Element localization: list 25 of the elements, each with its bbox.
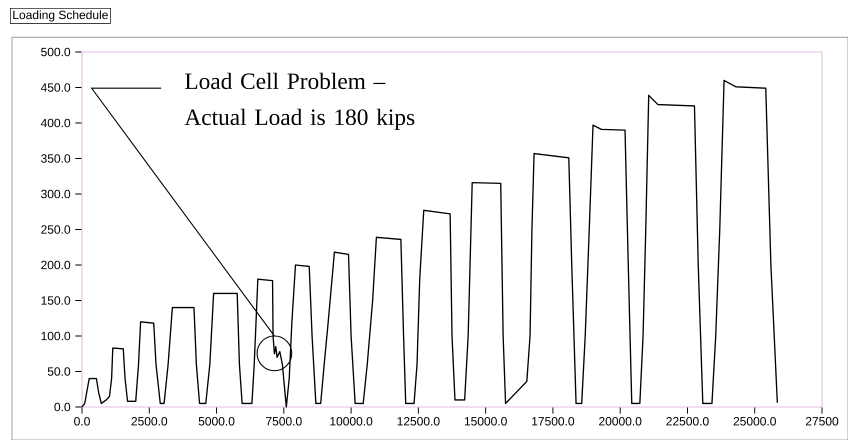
y-tick-label: 350.0 (41, 154, 70, 163)
annotation: Load Cell Problem – Actual Load is 180 kips (184, 72, 414, 130)
x-tick-label: 22500.0 (666, 417, 709, 426)
x-tick-label: 15000.0 (464, 417, 507, 426)
x-tick-label: 2500.0 (132, 417, 168, 426)
y-tick-label: 500.0 (41, 48, 70, 56)
y-tick-label: 250.0 (41, 225, 70, 234)
y-tick-label: 450.0 (40, 83, 70, 92)
x-tick-label: 25000.0 (734, 417, 776, 426)
y-tick-label: 100.0 (42, 332, 70, 340)
y-tick-label: 200.0 (41, 260, 70, 270)
x-tick-label: 27500 (806, 417, 838, 426)
x-tick-label: 12500.0 (398, 417, 440, 426)
y-tick-label: 300.0 (41, 190, 70, 198)
y-tick-label: 0.0 (54, 402, 70, 412)
x-tick-label: 7500.0 (266, 417, 302, 426)
y-tick-label: 50.0 (48, 367, 70, 376)
chart-title: Loading Schedule (13, 10, 108, 22)
x-tick-label: 17500.0 (532, 417, 574, 426)
y-tick-label: 400.0 (40, 118, 70, 128)
x-tick-label: 10000.0 (330, 417, 372, 426)
y-tick-label: 150.0 (42, 296, 70, 305)
x-tick-label: 0.0 (74, 417, 90, 426)
x-tick-label: 20000.0 (599, 417, 642, 426)
x-tick-label: 5000.0 (198, 417, 234, 426)
